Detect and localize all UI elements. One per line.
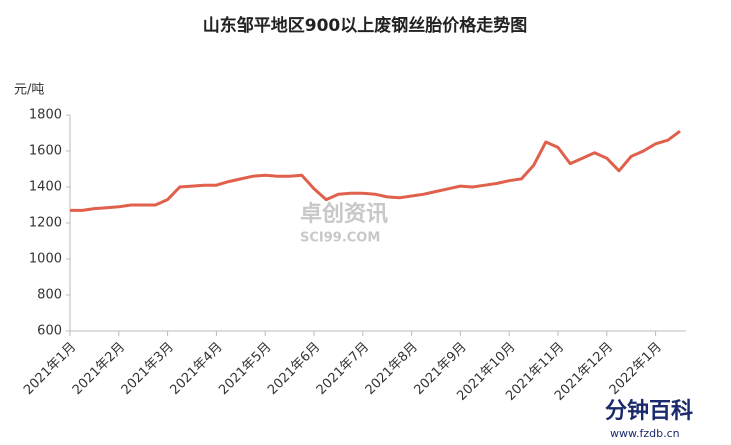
y-tick-label: 600 [37,324,62,339]
x-tick-label: 2022年1月 [607,340,665,398]
y-tick-label: 1000 [29,252,62,267]
y-tick-label: 1400 [29,180,62,195]
watermark: SCI99.COM [300,231,380,246]
y-tick-label: 1200 [29,216,62,231]
watermark: 卓创资讯 [300,202,388,227]
y-tick-label: 800 [37,288,62,303]
chart-title: 山东邹平地区900以上废钢丝胎价格走势图 [203,15,528,36]
y-tick-label: 1800 [29,108,62,123]
line-series [70,129,681,212]
watermark: 分钟百科 [605,398,693,424]
watermark: www.fzdb.cn [610,427,680,440]
y-tick-label: 1600 [29,144,62,159]
y-axis-label: 元/吨 [14,83,44,98]
